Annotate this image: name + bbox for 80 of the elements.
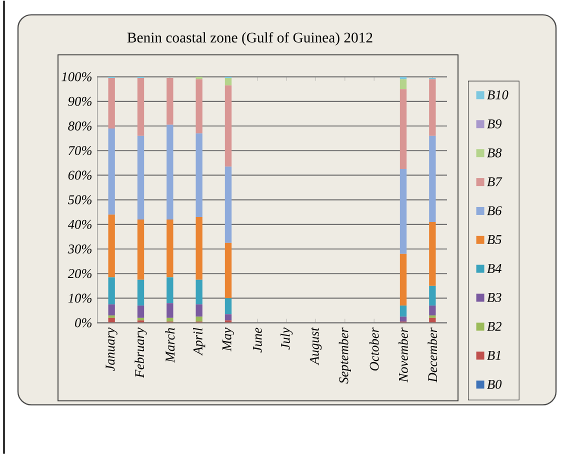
legend-label: B6 [487, 206, 502, 216]
x-tick-label: June [252, 328, 262, 353]
bar [224, 86, 232, 167]
bar [108, 277, 115, 305]
y-tick-label: 20% [68, 269, 92, 278]
bar [224, 78, 232, 86]
bar [400, 76, 407, 80]
y-tick-label: 90% [68, 97, 92, 106]
bar [196, 76, 202, 80]
x-tick-label: March [165, 328, 175, 363]
bar [166, 78, 174, 125]
bar [196, 134, 202, 218]
bar [108, 78, 115, 129]
y-tick-label: 0% [75, 318, 92, 328]
bar [137, 318, 144, 321]
x-tick-label: December [428, 328, 438, 383]
x-tick-label: November [398, 328, 408, 383]
y-tick-label: 70% [68, 146, 92, 156]
legend-label: B3 [487, 293, 502, 302]
bar [400, 316, 407, 322]
bar [429, 286, 436, 306]
x-tick-label: October [369, 328, 379, 371]
bar [224, 298, 232, 314]
legend-label: B1 [487, 351, 500, 360]
bar [166, 124, 174, 220]
bar [108, 214, 115, 278]
y-tick-label: 10% [68, 294, 92, 303]
bar [400, 169, 407, 254]
bar [196, 280, 202, 305]
x-tick-label: August [310, 327, 322, 366]
legend-label: B5 [487, 235, 502, 244]
bar [429, 136, 436, 222]
y-tick-label: 100% [62, 72, 92, 82]
y-tick-label: 60% [68, 170, 92, 180]
x-tick-label: January [106, 328, 118, 372]
bar [166, 303, 174, 318]
bar [224, 243, 232, 298]
bar [137, 220, 144, 280]
bar [196, 79, 202, 134]
y-tick-label: 80% [68, 122, 92, 131]
bar [224, 314, 232, 321]
bar [429, 316, 436, 318]
bar [400, 306, 407, 317]
bar [429, 222, 436, 286]
x-tick-label: September [338, 328, 351, 384]
bar [196, 217, 202, 280]
x-tick-label: July [280, 328, 293, 350]
bar [108, 316, 115, 318]
bar [400, 89, 407, 170]
legend-label: B7 [487, 178, 502, 186]
bar [166, 318, 174, 322]
x-tick-label: May [222, 328, 234, 352]
bar [429, 306, 436, 316]
legend-label: B0 [487, 380, 502, 390]
chart-title: Benin coastal zone (Gulf of Guinea) 2012 [127, 32, 372, 46]
y-tick-label: 40% [68, 220, 92, 230]
legend-label: B2 [487, 322, 502, 331]
x-tick-label: April [193, 328, 206, 356]
bar [429, 79, 436, 136]
legend-label: B9 [487, 120, 502, 129]
bar [166, 277, 174, 304]
bar [166, 220, 174, 278]
bar [400, 79, 407, 90]
legend-label: B10 [487, 90, 508, 100]
bar [137, 136, 144, 220]
bar [400, 254, 407, 306]
bar [137, 280, 144, 306]
bar [137, 78, 144, 136]
bar [429, 318, 436, 323]
y-tick-label: 30% [68, 244, 92, 254]
legend-label: B4 [487, 264, 502, 274]
y-tick-label: 50% [68, 195, 92, 205]
bar [137, 306, 144, 318]
x-tick-label: February [134, 328, 147, 378]
bar [108, 304, 115, 316]
bar [224, 166, 232, 244]
bar [108, 128, 115, 215]
bar [196, 304, 202, 317]
bar [196, 316, 202, 322]
legend-label: B8 [487, 148, 502, 158]
